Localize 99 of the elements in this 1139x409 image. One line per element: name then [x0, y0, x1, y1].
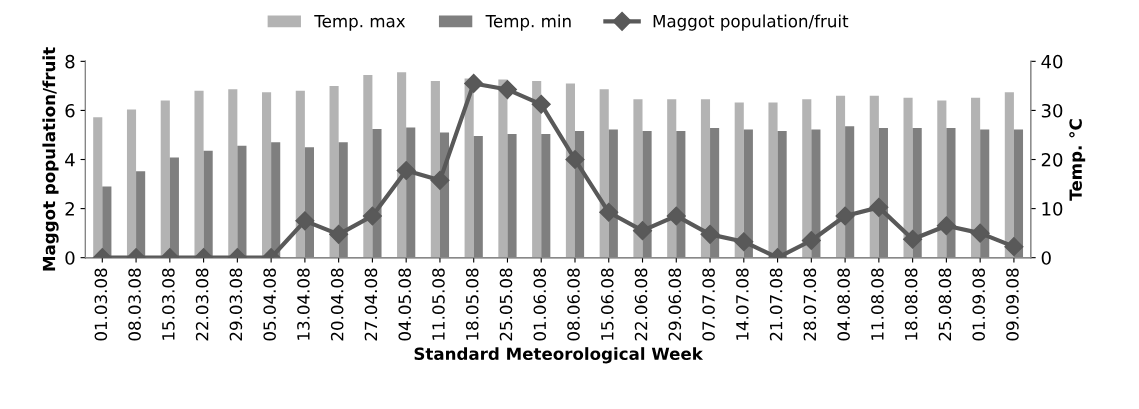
- x-tick-label: 25.05.08: [499, 268, 513, 341]
- x-tick-label: 11.05.08: [432, 268, 445, 340]
- x-tick-label: 09.09.08: [1006, 268, 1019, 341]
- bar: [102, 186, 112, 258]
- x-tick-label: 01.06.08: [533, 268, 547, 341]
- y2-tick-label: 0: [1041, 251, 1051, 265]
- y2-tick-label: 30: [1041, 103, 1063, 118]
- x-tick-label: 25.08.08: [938, 268, 952, 341]
- bar: [802, 99, 812, 258]
- bar: [532, 80, 542, 258]
- y2-tick-label: 20: [1041, 152, 1063, 167]
- y-tick-label: 2: [65, 202, 74, 216]
- y2-tick-label: 10: [1042, 202, 1063, 216]
- point: [1004, 237, 1024, 257]
- bar: [903, 97, 913, 258]
- legend-label: Temp. max: [314, 15, 406, 31]
- point: [497, 80, 517, 100]
- bar: [329, 85, 339, 258]
- y-tick-label: 0: [65, 251, 75, 265]
- y-tick-label: 8: [65, 54, 75, 69]
- x-tick-label: 08.06.08: [567, 268, 580, 341]
- bar: [93, 117, 103, 258]
- point: [835, 206, 855, 226]
- point: [362, 206, 382, 226]
- point: [869, 197, 889, 217]
- x-tick-label: 29.06.08: [668, 268, 682, 341]
- point: [632, 221, 653, 241]
- x-tick-label: 22.06.08: [634, 268, 648, 341]
- y2-tick-label: 40: [1041, 54, 1063, 69]
- x-tick-label: 15.03.08: [162, 268, 175, 340]
- x-tick-label: 27.04.08: [364, 268, 378, 341]
- point: [700, 224, 720, 244]
- x-tick-label: 28.07.08: [803, 268, 817, 341]
- point: [531, 94, 551, 114]
- bar: [633, 99, 643, 258]
- x-tick-label: 07.07.08: [702, 268, 715, 341]
- point: [565, 149, 585, 170]
- bar: [430, 80, 440, 258]
- bar: [777, 131, 787, 258]
- bar: [397, 72, 407, 258]
- bar: [262, 92, 272, 258]
- bar: [136, 171, 146, 258]
- bar: [599, 89, 609, 258]
- bar: [971, 97, 981, 258]
- x-tick-label: 01.09.08: [972, 268, 985, 341]
- y-axis-title: Maggot population/fruit: [42, 47, 59, 271]
- point: [734, 232, 754, 252]
- bar: [271, 142, 281, 258]
- point: [464, 73, 484, 93]
- x-tick-label: 18.05.08: [465, 268, 479, 340]
- bar: [228, 89, 238, 258]
- bar: [1004, 92, 1014, 258]
- y-tick-label: 4: [65, 153, 75, 167]
- point: [599, 202, 619, 222]
- bar: [126, 109, 137, 258]
- bar: [160, 100, 170, 258]
- x-tick-label: 01.03.08: [94, 268, 108, 341]
- x-tick-label: 08.03.08: [128, 268, 141, 341]
- point: [329, 224, 349, 244]
- bar: [498, 79, 508, 258]
- y2-axis-title: Temp. °C: [1069, 119, 1086, 201]
- x-tick-label: 20.04.08: [330, 268, 344, 341]
- x-tick-label: 15.06.08: [600, 268, 614, 340]
- bar: [768, 102, 778, 258]
- bar: [734, 102, 744, 258]
- bar: [869, 95, 879, 258]
- point: [903, 229, 923, 249]
- point: [801, 230, 821, 251]
- x-tick-label: 04.08.08: [837, 268, 850, 341]
- point: [936, 216, 956, 236]
- x-tick-label: 05.04.08: [263, 268, 276, 341]
- legend-label: Maggot population/fruit: [653, 14, 849, 31]
- bar: [295, 90, 305, 258]
- x-tick-label: 21.07.08: [769, 268, 783, 341]
- legend-label: Temp. min: [485, 14, 571, 31]
- point: [666, 206, 686, 226]
- bar: [565, 83, 575, 258]
- x-tick-label: 13.04.08: [297, 268, 310, 340]
- bar: [363, 75, 373, 258]
- bar: [169, 157, 179, 258]
- point: [430, 170, 450, 190]
- x-tick-label: 04.05.08: [398, 268, 412, 341]
- x-tick-label: 29.03.08: [229, 268, 243, 341]
- bar: [700, 99, 711, 258]
- x-tick-label: 18.08.08: [904, 268, 918, 340]
- point: [295, 211, 315, 231]
- bar: [237, 145, 247, 258]
- bar: [194, 90, 204, 258]
- x-tick-label: 22.03.08: [195, 268, 209, 341]
- bar: [835, 95, 846, 258]
- x-axis-title: Standard Meteorological Week: [414, 347, 704, 364]
- point: [396, 161, 416, 181]
- x-tick-label: 14.07.08: [736, 268, 749, 340]
- bar: [667, 99, 677, 258]
- x-tick-label: 11.08.08: [871, 268, 884, 340]
- y-tick-label: 6: [65, 103, 75, 118]
- bar: [937, 100, 947, 258]
- point: [970, 223, 990, 243]
- bar: [203, 150, 213, 258]
